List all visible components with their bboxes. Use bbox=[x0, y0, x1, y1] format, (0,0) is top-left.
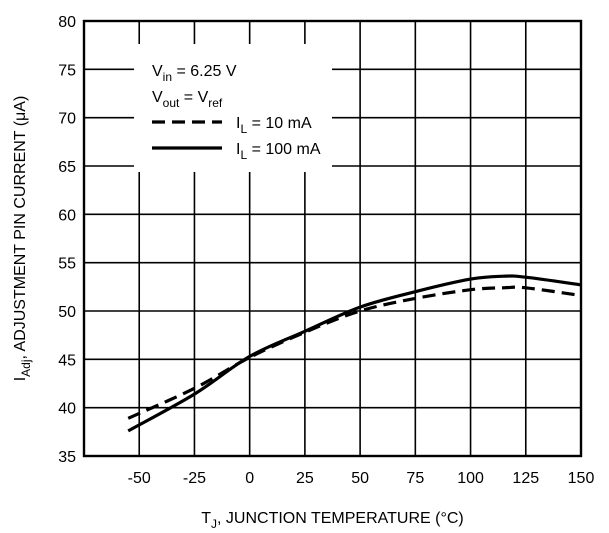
x-tick-label--50: -50 bbox=[128, 470, 151, 487]
x-tick-label-100: 100 bbox=[457, 470, 484, 487]
legend: Vin = 6.25 V Vout = Vref IL = 10 mA IL = 10… bbox=[152, 63, 321, 162]
series-group bbox=[127, 274, 582, 433]
y-tick-labels: 35 40 45 50 55 60 65 70 75 80 bbox=[58, 14, 76, 466]
y-tick-label-45: 45 bbox=[58, 352, 76, 369]
legend-label-il-100ma: IL = 100 mA bbox=[236, 141, 321, 162]
y-tick-label-40: 40 bbox=[58, 401, 76, 418]
legend-background bbox=[134, 44, 332, 172]
legend-condition-vout: Vout = Vref bbox=[152, 89, 223, 110]
legend-label-il-10ma: IL = 10 mA bbox=[236, 115, 312, 136]
y-axis-title: IAdj, ADJUSTMENT PIN CURRENT (μA) bbox=[12, 96, 33, 382]
x-tick-label-150: 150 bbox=[568, 470, 595, 487]
y-tick-label-65: 65 bbox=[58, 159, 76, 176]
y-tick-label-75: 75 bbox=[58, 62, 76, 79]
x-tick-labels: -50 -25 0 25 50 75 100 125 150 bbox=[128, 470, 595, 487]
legend-condition-vin: Vin = 6.25 V bbox=[152, 63, 237, 84]
x-tick-label-25: 25 bbox=[296, 470, 314, 487]
x-tick-label-75: 75 bbox=[406, 470, 424, 487]
series-line-il-100ma bbox=[127, 274, 582, 433]
y-tick-label-50: 50 bbox=[58, 304, 76, 321]
axis-titles: TJ, JUNCTION TEMPERATURE (°C) IAdj, ADJUS… bbox=[12, 96, 464, 531]
y-tick-label-70: 70 bbox=[58, 111, 76, 128]
y-tick-label-55: 55 bbox=[58, 256, 76, 273]
y-tick-label-80: 80 bbox=[58, 14, 76, 31]
y-tick-label-35: 35 bbox=[58, 449, 76, 466]
x-axis-title: TJ, JUNCTION TEMPERATURE (°C) bbox=[201, 510, 463, 531]
plot-frame bbox=[82, 19, 583, 458]
x-tick-label--25: -25 bbox=[183, 470, 206, 487]
x-tick-label-125: 125 bbox=[512, 470, 539, 487]
x-tick-label-50: 50 bbox=[351, 470, 369, 487]
y-tick-label-60: 60 bbox=[58, 207, 76, 224]
x-tick-label-0: 0 bbox=[245, 470, 254, 487]
series-line-il-10ma bbox=[127, 285, 582, 420]
